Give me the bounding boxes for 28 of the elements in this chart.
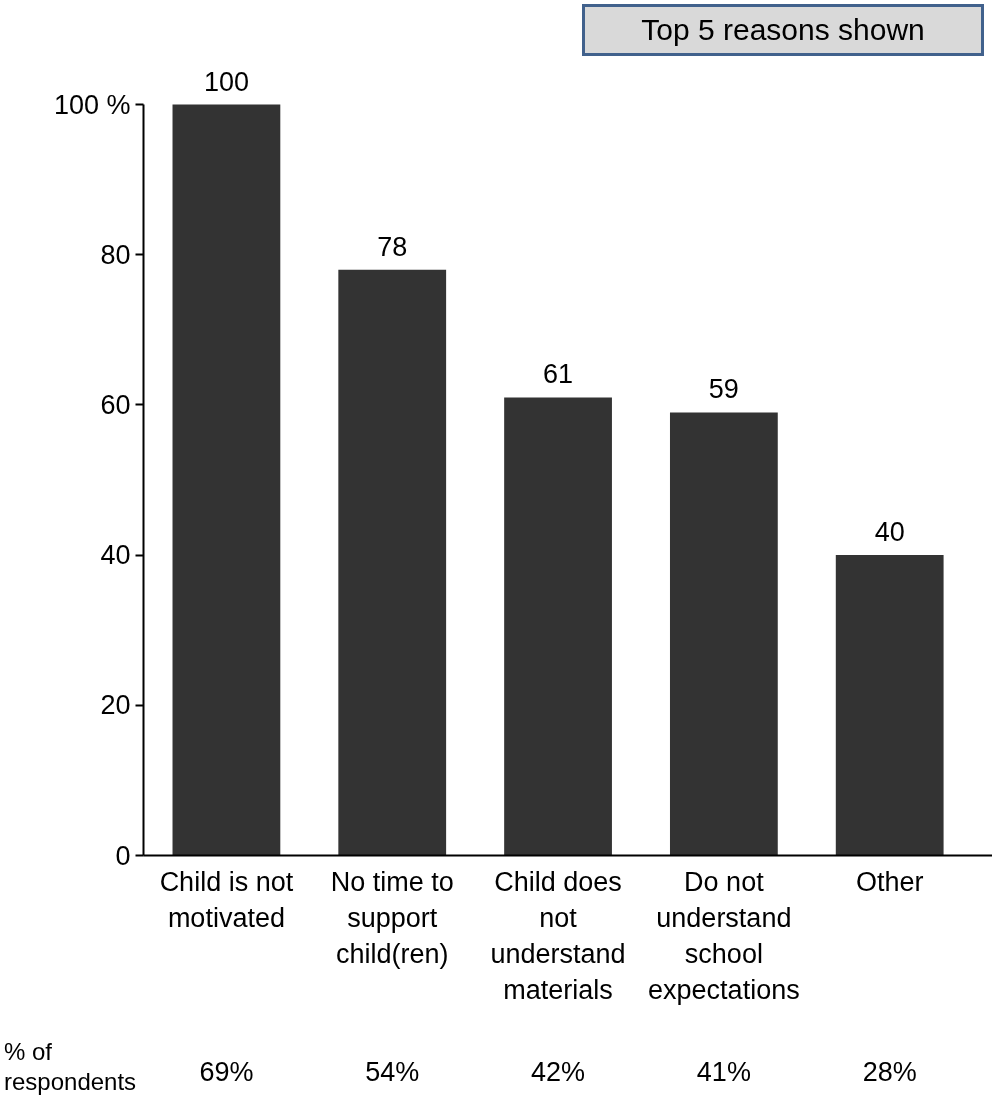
bar [669, 412, 778, 856]
y-tick-label: 40 [100, 540, 131, 571]
bar [338, 269, 447, 856]
data-label: 40 [874, 517, 905, 548]
data-label: 61 [543, 359, 574, 390]
text: Top 5 reasons shown [582, 4, 984, 56]
text: 41% [696, 1057, 751, 1087]
bar [172, 104, 281, 856]
x-tick-label: Child does not understand materials [490, 866, 626, 1005]
y-tick-label: 100 % [53, 89, 131, 120]
text: 42% [531, 1057, 586, 1087]
x-tick-label: Other [855, 866, 924, 897]
y-tick-label: 80 [100, 239, 131, 270]
x-tick-label: Child is not motivated [159, 866, 294, 933]
bar [504, 397, 612, 856]
x-tick-label: Do not understand school expectations [648, 866, 800, 1005]
text: 69% [199, 1057, 254, 1087]
text: 54% [365, 1057, 420, 1087]
y-tick-label: 0 [115, 840, 131, 871]
text: 28% [862, 1057, 917, 1087]
y-tick-label: 60 [100, 389, 131, 420]
text: % of respondents [4, 1037, 137, 1097]
data-label: 78 [377, 231, 408, 262]
data-label: 59 [708, 374, 739, 405]
y-tick-label: 20 [100, 690, 131, 721]
bar [835, 555, 944, 856]
x-tick-label: No time to support child(ren) [330, 866, 454, 969]
data-label: 100 [203, 66, 249, 97]
